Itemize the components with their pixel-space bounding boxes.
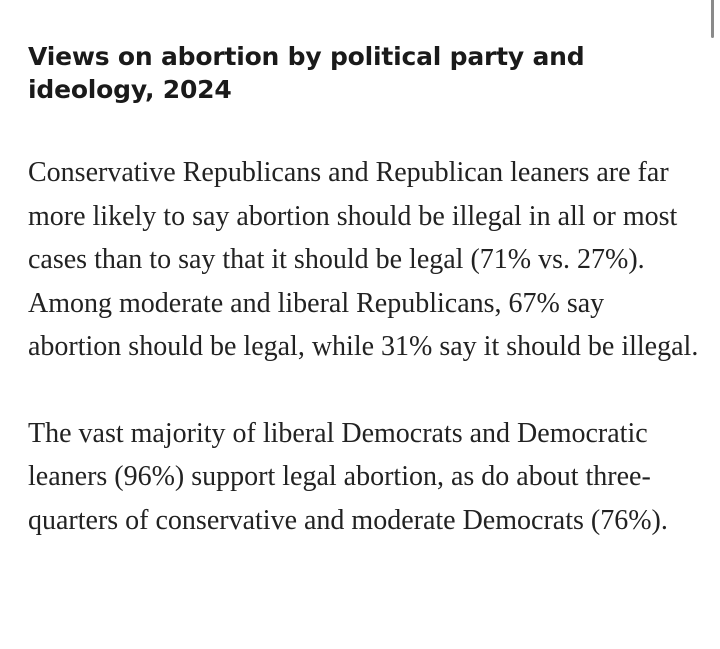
article-body: Views on abortion by political party and… [28, 40, 700, 542]
paragraph-democrats: The vast majority of liberal Democrats a… [28, 417, 668, 536]
paragraph-republicans: Conservative Republicans and Republican … [28, 157, 699, 362]
scrollbar-thumb[interactable] [711, 0, 714, 38]
article-title: Views on abortion by political party and… [28, 42, 585, 104]
